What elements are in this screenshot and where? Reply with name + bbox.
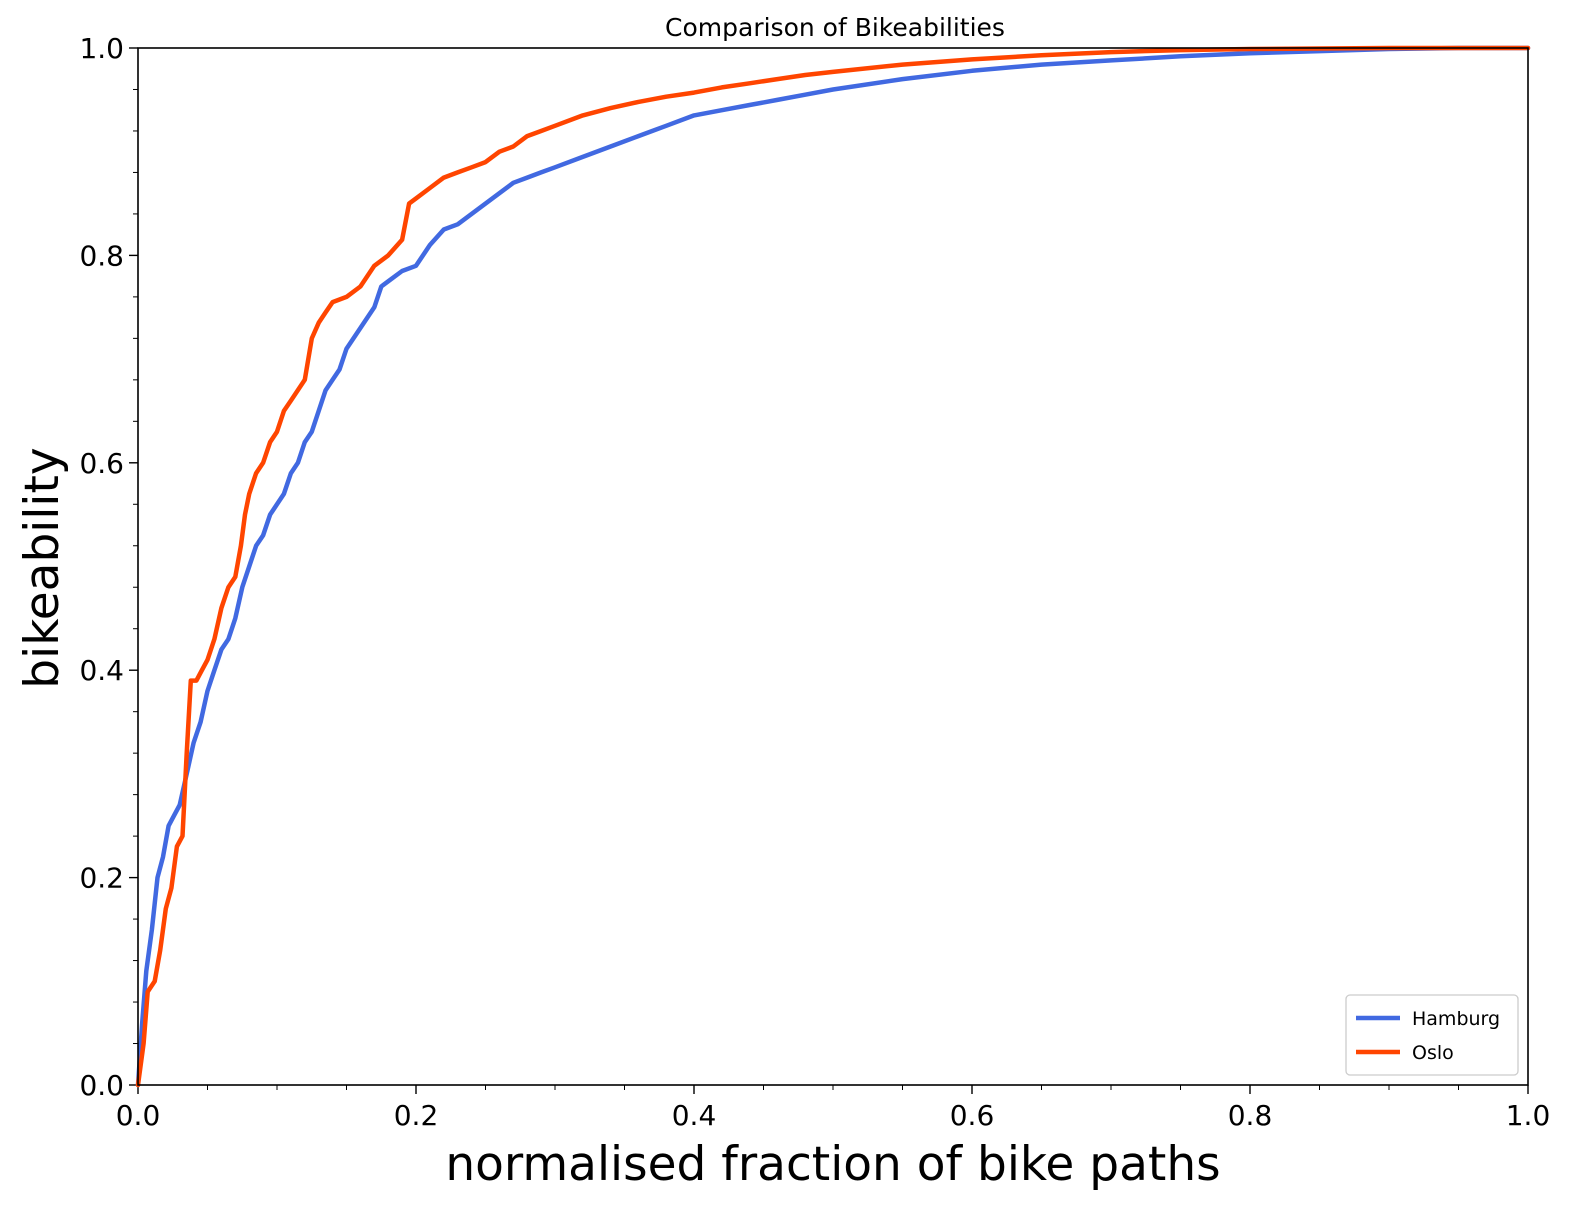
y-tick-label: 0.2 <box>79 862 124 895</box>
x-tick-label: 0.6 <box>950 1099 995 1132</box>
plot-frame <box>137 47 1529 1086</box>
x-axis-label: normalised fraction of bike paths <box>445 1137 1220 1192</box>
legend-box <box>1345 994 1519 1076</box>
y-tick-label: 0.8 <box>79 239 124 272</box>
legend: Hamburg Oslo <box>1345 994 1519 1076</box>
y-tick-label: 0.4 <box>79 654 124 687</box>
legend-label-hamburg: Hamburg <box>1412 1008 1500 1030</box>
x-tick-label: 0.2 <box>394 1099 439 1132</box>
plot-series <box>135 45 1531 1088</box>
axis-ticks: 0.0 0.2 0.4 0.6 0.8 1.0 0.0 0.2 0.4 0.6 0.8 1.0 <box>79 32 1550 1132</box>
chart-title: Comparison of Bikeabilities <box>665 13 1005 42</box>
y-tick-label: 0.6 <box>79 447 124 480</box>
x-tick-label: 0.8 <box>1228 1099 1273 1132</box>
legend-label-oslo: Oslo <box>1412 1042 1454 1064</box>
x-tick-label: 0.4 <box>672 1099 717 1132</box>
y-tick-label: 0.0 <box>79 1069 124 1102</box>
x-tick-label: 0.0 <box>116 1099 161 1132</box>
x-tick-label: 1.0 <box>1506 1099 1551 1132</box>
y-axis-label: bikeability <box>15 447 70 688</box>
series-line-oslo <box>135 45 1531 1088</box>
y-tick-label: 1.0 <box>79 32 124 65</box>
series-line-hamburg <box>135 45 1531 1088</box>
